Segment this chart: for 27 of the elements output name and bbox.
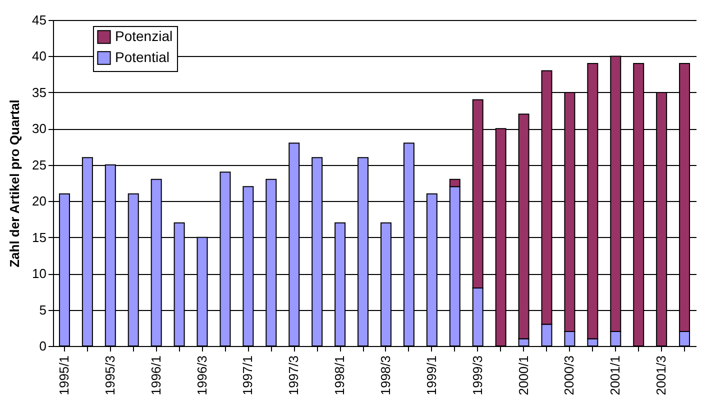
x-tick-label: 2000/3 <box>562 356 577 396</box>
y-tick-label: 20 <box>32 194 46 209</box>
x-tick-label: 2000/1 <box>516 356 531 396</box>
y-tick-label: 5 <box>39 302 46 318</box>
x-tick-label: 1995/3 <box>102 356 118 396</box>
legend-label: Potenzial <box>115 28 173 44</box>
x-tick-label: 1998/1 <box>332 356 348 396</box>
x-tick-label: 1998/3 <box>378 356 393 396</box>
x-tick-label: 1997/3 <box>286 356 302 396</box>
x-tick-label: 1996/1 <box>148 356 164 396</box>
x-tick-label: 1995/1 <box>56 356 72 396</box>
y-tick-label: 0 <box>39 338 46 354</box>
legend-label: Potential <box>115 49 170 65</box>
x-tick-label: 2001/1 <box>608 356 623 396</box>
x-tick-label: 1997/1 <box>240 356 256 396</box>
x-tick-label: 1999/1 <box>424 356 439 396</box>
y-tick-label: 15 <box>32 230 46 245</box>
y-tick-label: 40 <box>32 48 46 64</box>
y-tick-label: 30 <box>32 121 46 136</box>
y-axis-title: Zahl der Artikel pro Quartal <box>7 100 22 268</box>
y-tick-label: 45 <box>32 12 46 28</box>
x-tick-label: 1999/3 <box>470 356 485 396</box>
y-tick-label: 25 <box>32 157 46 172</box>
x-tick-label: 1996/3 <box>194 356 210 396</box>
y-tick-label: 10 <box>32 266 46 282</box>
x-tick-label: 2001/3 <box>654 356 669 396</box>
y-tick-label: 35 <box>32 84 46 100</box>
